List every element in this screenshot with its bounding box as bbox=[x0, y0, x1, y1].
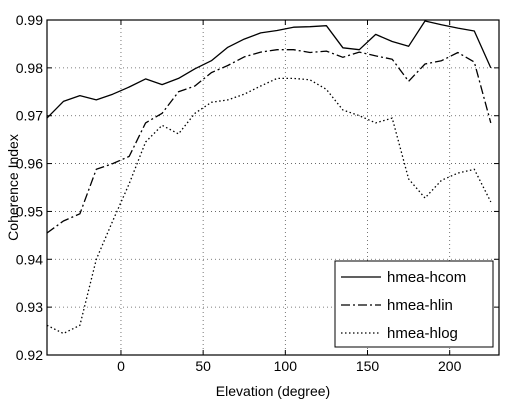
y-tick-label: 0.96 bbox=[16, 156, 43, 172]
x-tick-label: 150 bbox=[356, 358, 380, 374]
y-tick-label: 0.97 bbox=[16, 108, 43, 124]
legend-label-hmea-hcom: hmea-hcom bbox=[387, 269, 466, 286]
plot-frame bbox=[46, 19, 500, 356]
x-tick-label: 200 bbox=[438, 358, 462, 374]
y-tick-label: 0.92 bbox=[16, 347, 43, 363]
tick-layer: 0 50 100 150 200 0.92 0.93 0.94 0.95 0.96 0.97 0.98… bbox=[16, 12, 499, 374]
legend-items: hmea-hcom hmea-hlin hmea-hlog bbox=[341, 269, 466, 342]
y-tick-label: 0.99 bbox=[16, 12, 43, 28]
y-axis-label: Coherence Index bbox=[5, 134, 21, 241]
x-tick-label: 50 bbox=[195, 358, 211, 374]
legend: hmea-hcom hmea-hlin hmea-hlog bbox=[334, 260, 494, 348]
series-line-hmea-hlin bbox=[46, 49, 492, 234]
series-line-hmea-hlog bbox=[46, 77, 492, 335]
y-tick-label: 0.94 bbox=[16, 251, 43, 267]
y-tick-label: 0.95 bbox=[16, 203, 43, 219]
series-line-hmea-hcom bbox=[46, 20, 492, 119]
x-tick-label: 100 bbox=[274, 358, 298, 374]
y-tick-label: 0.98 bbox=[16, 60, 43, 76]
y-tick-label: 0.93 bbox=[16, 299, 43, 315]
legend-label-hmea-hlin: hmea-hlin bbox=[387, 297, 453, 314]
x-axis-label: Elevation (degree) bbox=[216, 383, 330, 399]
x-tick-label: 0 bbox=[117, 358, 125, 374]
legend-label-hmea-hlog: hmea-hlog bbox=[387, 325, 458, 342]
series-layer bbox=[46, 20, 492, 335]
